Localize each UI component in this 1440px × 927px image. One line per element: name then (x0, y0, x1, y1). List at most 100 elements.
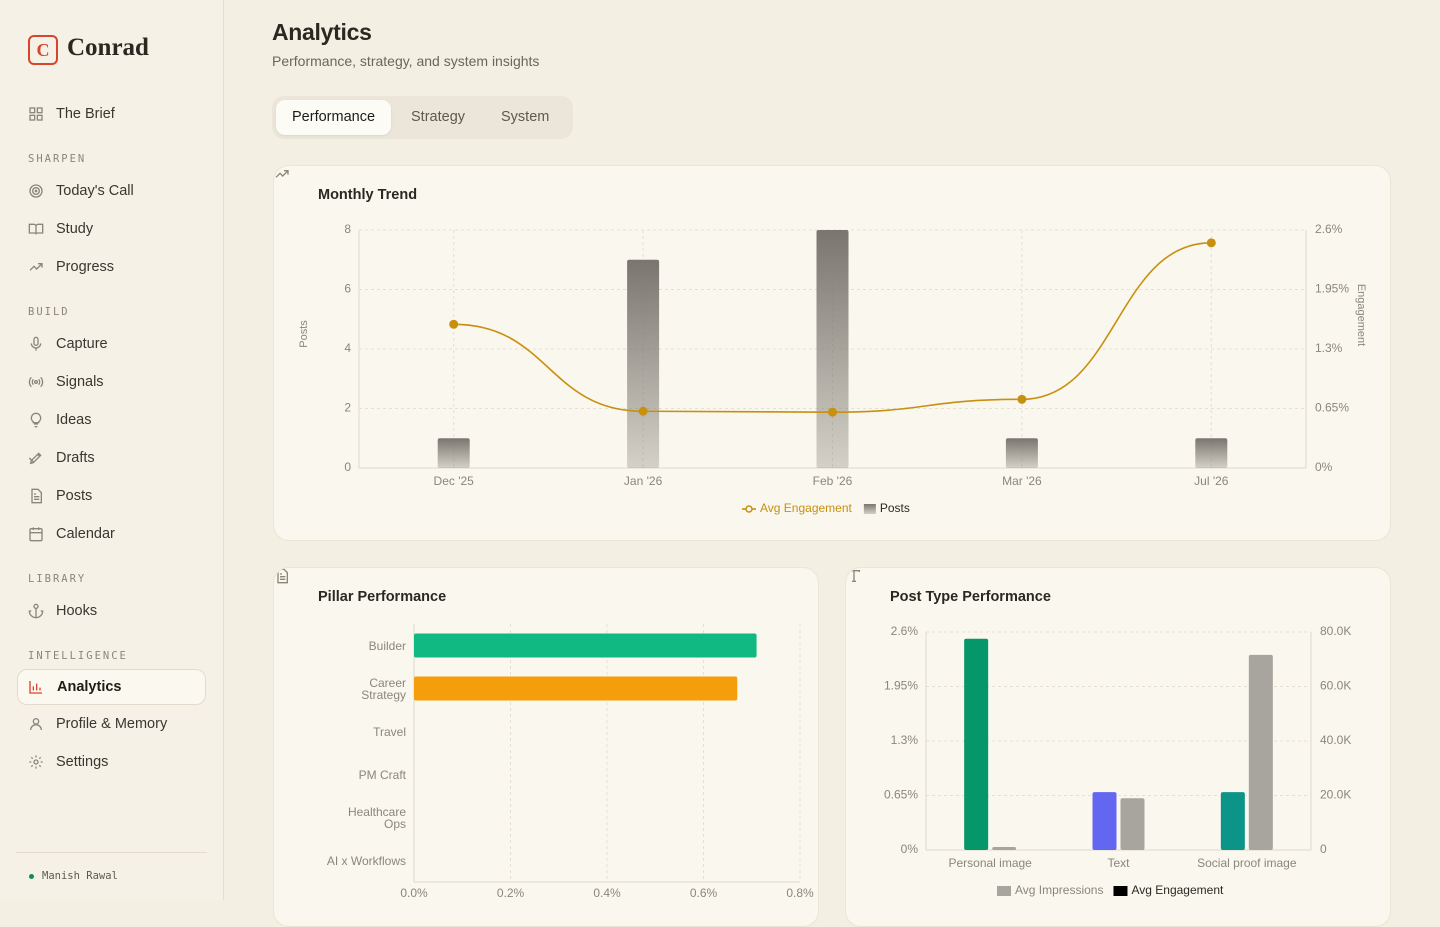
bar (1195, 438, 1228, 468)
bar (414, 633, 757, 658)
nav-label: Today's Call (56, 183, 134, 199)
nav-label: Analytics (57, 679, 122, 695)
legend-swatch (863, 504, 876, 514)
status-dot (29, 873, 34, 879)
icon (30, 336, 42, 351)
x-tick-label: 0.6% (690, 886, 718, 900)
tabs: Performance Strategy System (272, 96, 574, 139)
x-tick-label: Mar '26 (1002, 474, 1042, 488)
x-tick-label: Personal image (948, 856, 1032, 870)
y-tick-label: Career Strategy (361, 675, 406, 702)
bar (964, 638, 989, 850)
y2-tick-label: 80.0K (1320, 624, 1351, 638)
x-tick-label: Dec '25 (434, 474, 475, 488)
x-tick-label: Jan '26 (624, 474, 663, 488)
nav-section: LIBRARY (28, 573, 87, 585)
bar (1005, 438, 1038, 468)
nav-item[interactable]: The Brief (0, 95, 223, 133)
nav-label: Profile & Memory (56, 716, 168, 732)
icon (29, 755, 43, 769)
tab[interactable]: System (501, 109, 550, 125)
y-tick-label: 2 (344, 401, 351, 415)
bar (437, 438, 470, 468)
y2-axis-label: Engagement (1355, 284, 1367, 346)
y2-tick-label: 0% (1315, 460, 1333, 474)
y-tick-label: 0.65% (884, 788, 918, 802)
nav-item[interactable]: Profile & Memory (0, 705, 223, 743)
nav-item[interactable]: Capture (0, 325, 223, 363)
nav-section: INTELLIGENCE (28, 650, 128, 662)
nav-item[interactable]: Ideas (0, 401, 223, 439)
chart: 0 2 4 6 8 0% 0.65% 1.3% 1.95% 2.6% Dec '25 Jan '26 F… (298, 222, 1367, 515)
nav-item[interactable]: Study (0, 210, 223, 248)
point (1017, 394, 1027, 404)
legend-label: Avg Engagement (1131, 883, 1224, 897)
nav-label: Drafts (56, 450, 95, 466)
nav-label: Hooks (56, 603, 98, 619)
y2-tick-label: 20.0K (1320, 788, 1351, 802)
y2-tick-label: 60.0K (1320, 679, 1351, 693)
x-tick-label: Feb '26 (813, 474, 853, 488)
nav-item[interactable]: Signals (0, 363, 223, 401)
y-tick-label: 2.6% (891, 624, 919, 638)
x-tick-label: Social proof image (1197, 856, 1297, 870)
nav-label: Ideas (56, 412, 92, 428)
nav-label: The Brief (56, 106, 115, 122)
y2-tick-label: 1.95% (1315, 282, 1349, 296)
bar (992, 847, 1017, 850)
icon (29, 263, 43, 271)
nav-label: Capture (56, 336, 108, 352)
y2-tick-label: 2.6% (1315, 222, 1343, 236)
nav-item[interactable]: Analytics (17, 669, 206, 705)
nav-item[interactable]: Posts (0, 477, 223, 515)
y-tick-label: 1.95% (884, 679, 918, 693)
legend-swatch (997, 886, 1011, 896)
nav-item[interactable]: Progress (0, 248, 223, 286)
y-axis-label: Posts (298, 320, 310, 348)
nav-item[interactable]: Today's Call (0, 172, 223, 210)
icon (28, 452, 42, 465)
bar (816, 230, 849, 468)
page-subtitle: Performance, strategy, and system insigh… (272, 53, 540, 69)
y-tick-label: PM Craft (358, 767, 406, 782)
nav-section: BUILD (28, 306, 70, 318)
icon (30, 412, 42, 428)
tab[interactable]: Strategy (411, 109, 466, 125)
icon (848, 570, 860, 582)
icon (275, 170, 289, 178)
chart: 0% 0.65% 1.3% 1.95% 2.6% 0 20.0K 40.0K 60.0K 80.0… (884, 624, 1351, 897)
nav-item[interactable]: Settings (0, 743, 223, 781)
icon (31, 488, 42, 504)
legend-swatch (1113, 886, 1128, 896)
y-tick-label: 8 (344, 222, 351, 236)
y-tick-label: 6 (344, 282, 351, 296)
legend-label: Avg Engagement (760, 501, 853, 515)
card-title: Pillar Performance (318, 589, 447, 605)
nav-label: Settings (56, 754, 109, 770)
bar (1120, 798, 1145, 850)
sidebar: C Conrad The Brief SHARPEN Today's Call Stu… (0, 0, 224, 900)
nav-label: Signals (56, 374, 104, 390)
page: C Conrad The Brief SHARPEN Today's Call Stu… (0, 0, 1391, 927)
y-tick-label: Travel (373, 724, 406, 739)
y2-tick-label: 0 (1320, 842, 1327, 856)
page-title: Analytics (272, 19, 372, 45)
icon (28, 376, 44, 388)
card-title: Post Type Performance (890, 589, 1051, 605)
card: Post Type Performance 0% 0.65% 1.3% 1.95% 2.… (845, 567, 1391, 927)
point (1206, 238, 1216, 248)
legend-label: Avg Impressions (1015, 883, 1103, 897)
card-title: Monthly Trend (318, 187, 418, 203)
x-tick-label: Text (1107, 856, 1130, 870)
icon (28, 603, 44, 619)
icon (29, 107, 43, 121)
tab[interactable]: Performance (276, 100, 392, 135)
nav-item[interactable]: Hooks (0, 592, 223, 630)
icon (30, 718, 42, 731)
brand: Conrad (67, 34, 149, 61)
bar (627, 259, 660, 468)
nav-item[interactable]: Calendar (0, 515, 223, 553)
y-tick-label: 0 (344, 460, 351, 474)
nav-item[interactable]: Drafts (0, 439, 223, 477)
icon (29, 681, 42, 694)
